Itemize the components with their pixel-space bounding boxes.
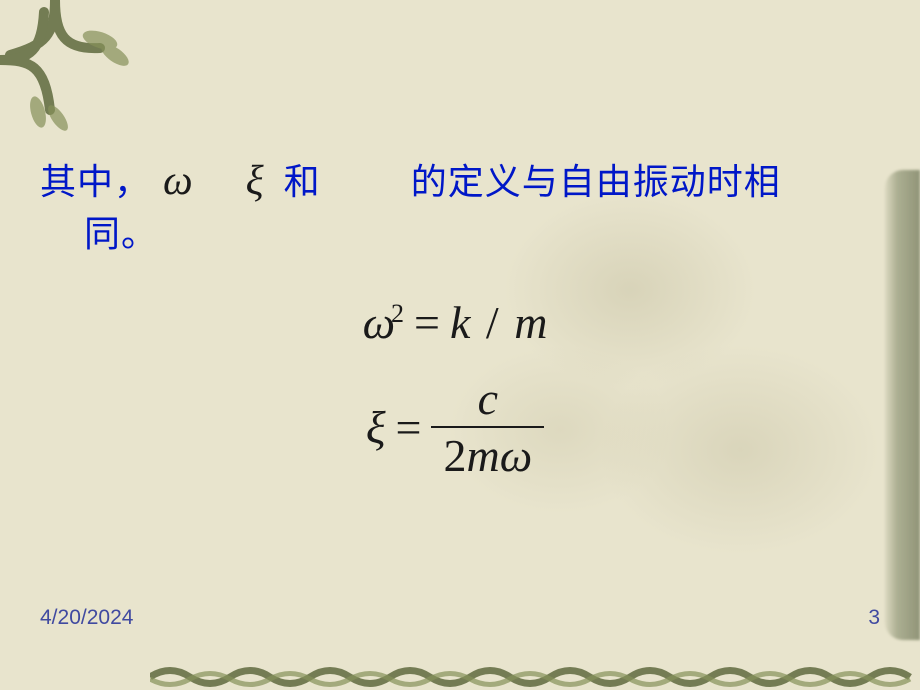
eq2-numerator: c [466, 371, 510, 426]
eq2-den-omega: ω [500, 430, 532, 481]
symbol-xi-inline: ξ [244, 155, 274, 207]
eq1-rhs-m: m [514, 297, 547, 348]
eq2-fraction: c 2mω [431, 371, 544, 483]
eq2-equals: = [396, 401, 422, 454]
corner-ornament-top-left [0, 0, 150, 150]
eq1-rhs-k: k [450, 297, 470, 348]
eq2-den-2: 2 [443, 430, 466, 481]
equations-block: ω2 = k / m ξ = c 2mω [40, 296, 870, 483]
text-suffix-1: 的定义与自由振动时相 [411, 162, 781, 202]
eq1-equals: = [414, 296, 440, 349]
eq2-lhs: ξ [366, 401, 386, 454]
bottom-ornament-bar [150, 662, 920, 690]
text-and: 和 [284, 162, 321, 202]
text-suffix-2: 同。 [84, 214, 158, 254]
eq1-lhs-exp: 2 [391, 299, 404, 328]
side-ornament-right [885, 170, 920, 640]
text-prefix: 其中， [40, 162, 151, 202]
eq2-den-m: m [466, 430, 499, 481]
equation-omega-squared: ω2 = k / m [40, 296, 870, 349]
equation-xi: ξ = c 2mω [40, 371, 870, 483]
symbol-omega-inline: ω [161, 155, 196, 207]
footer-page-number: 3 [868, 606, 880, 630]
slide-body: 其中， ω ξ 和 的定义与自由振动时相 同。 ω2 = k / m ξ = c [40, 155, 870, 505]
eq1-rhs-slash: / [482, 297, 503, 348]
body-text: 其中， ω ξ 和 的定义与自由振动时相 同。 [40, 155, 870, 260]
footer-date: 4/20/2024 [40, 606, 133, 630]
